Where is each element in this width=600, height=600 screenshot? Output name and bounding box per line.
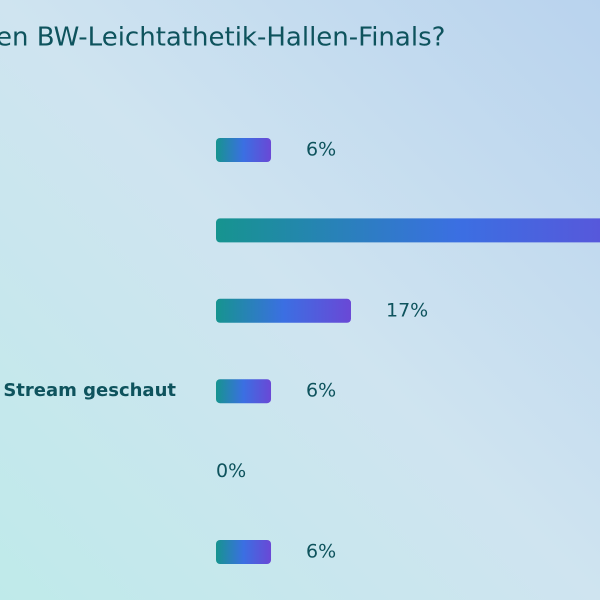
bar xyxy=(216,138,272,162)
bar xyxy=(216,540,272,564)
bar xyxy=(216,298,351,323)
value-label: 6% xyxy=(306,541,336,563)
value-label: 17% xyxy=(386,299,428,321)
value-label: 0% xyxy=(216,460,246,482)
value-label: 6% xyxy=(306,139,336,161)
value-label: 6% xyxy=(306,380,336,402)
bar xyxy=(216,218,600,243)
chart-title: en BW-Leichtathetik-Hallen-Finals? xyxy=(0,23,445,53)
bar xyxy=(216,379,272,404)
category-label: Stream geschaut xyxy=(3,380,176,401)
